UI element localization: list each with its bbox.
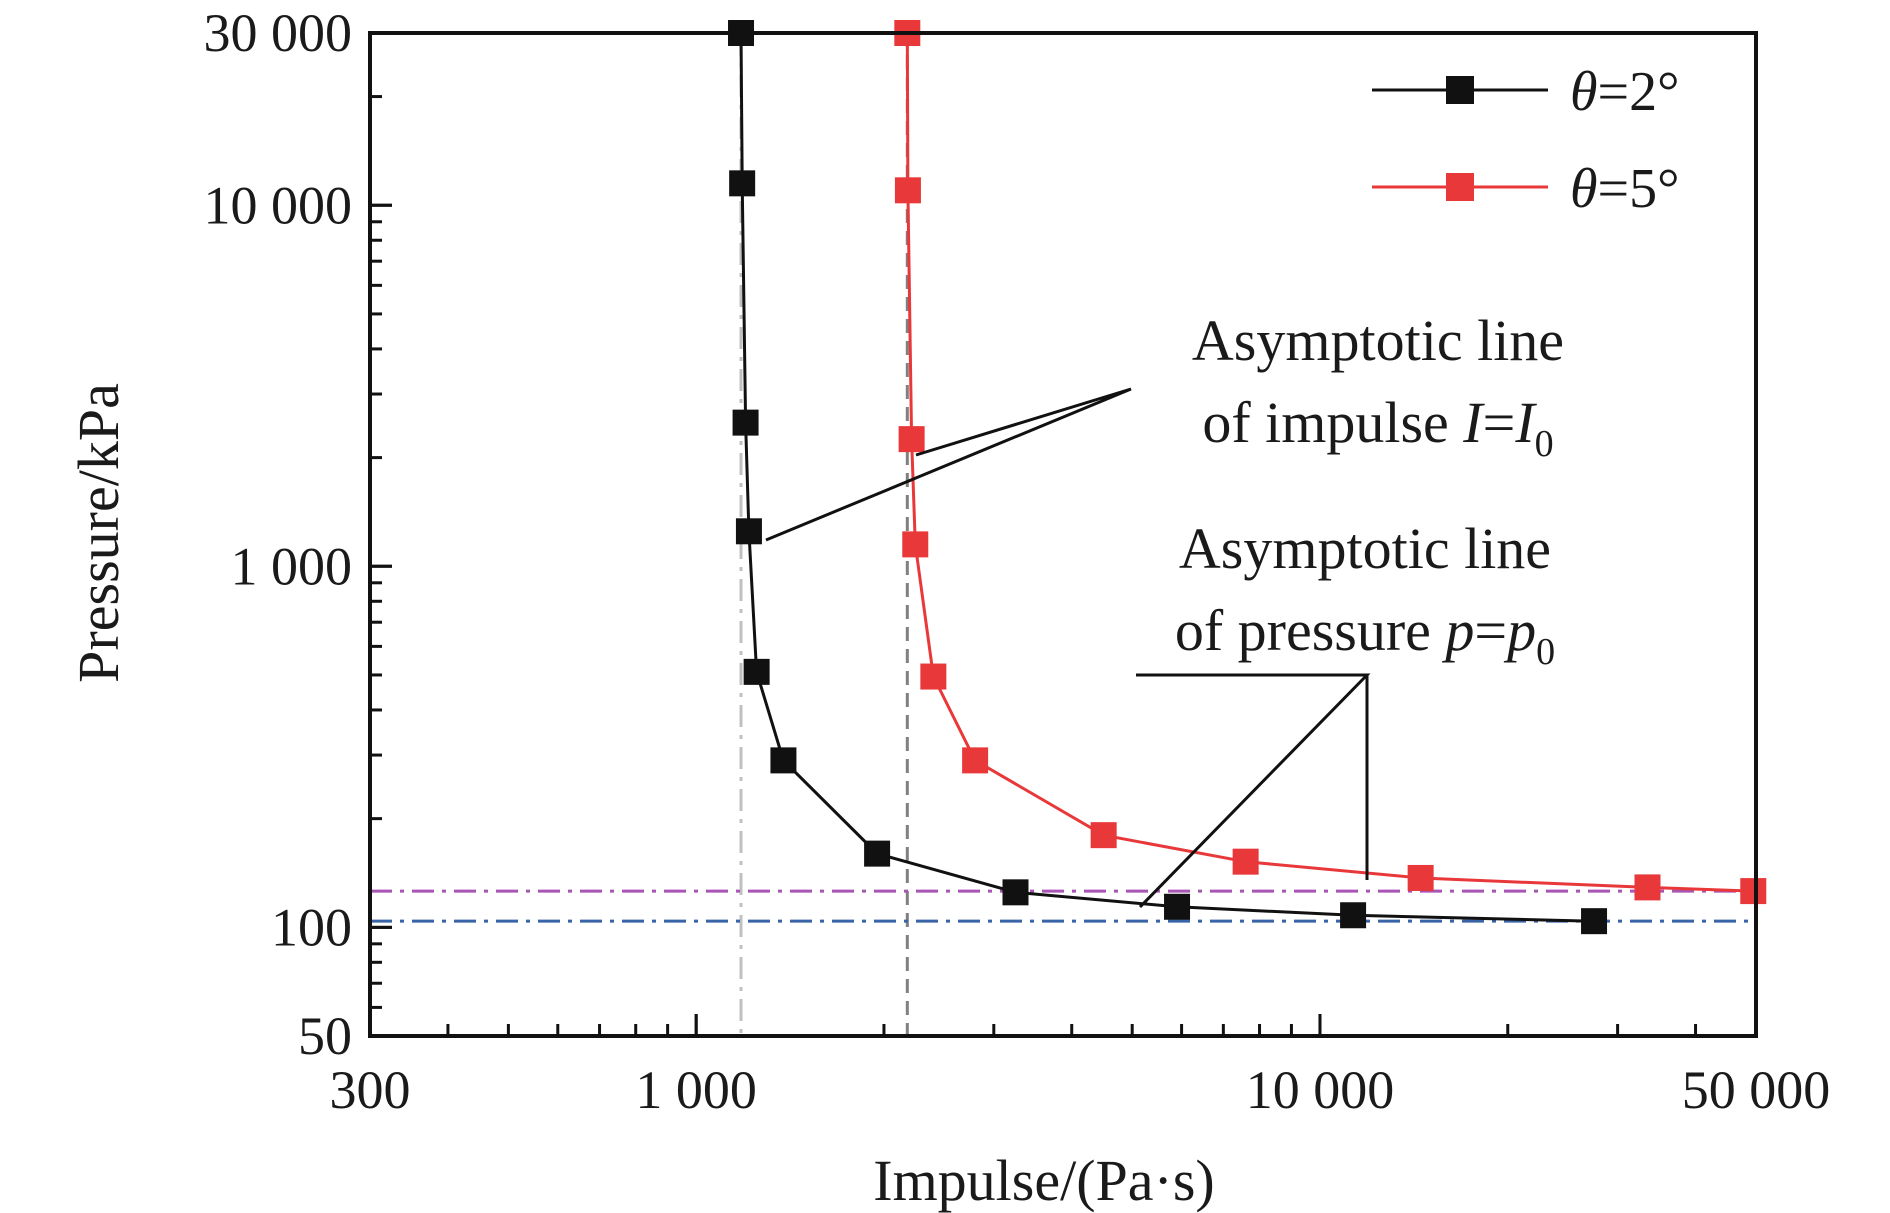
x-axis-title: Impulse/(Pa·s) xyxy=(873,1148,1215,1213)
annotation-pressure-eq: = xyxy=(1474,598,1507,663)
series-0-point-8 xyxy=(1164,893,1191,920)
series-1-point-2 xyxy=(898,426,925,453)
legend-theta-value: =2° xyxy=(1598,61,1680,123)
y-tick-label-2: 1 000 xyxy=(231,536,353,596)
legend: θ=2° θ=5° xyxy=(1372,61,1680,220)
annotation-pressure-line2: of pressure p=p0 xyxy=(1175,598,1555,673)
x-tick-label-0: 300 xyxy=(330,1060,411,1120)
annotation-pressure-var: p xyxy=(1441,598,1474,663)
annotation-impulse-asymptote: Asymptotic line of impulse I=I0 xyxy=(765,308,1564,542)
series-1-point-5 xyxy=(962,747,989,774)
annotation-impulse-line2: of impulse I=I0 xyxy=(1202,390,1553,465)
series-1-point-9 xyxy=(1634,874,1661,901)
plot-frame xyxy=(368,31,1758,1038)
series-1-point-7 xyxy=(1232,848,1259,875)
series-line-0 xyxy=(739,32,1595,923)
x-tick-label-2: 10 000 xyxy=(1246,1060,1395,1120)
annotation-impulse-eq: = xyxy=(1483,390,1516,455)
series-0-point-6 xyxy=(864,840,891,867)
series-0-point-1 xyxy=(729,170,756,197)
series-0-point-4 xyxy=(743,658,770,685)
series-0-point-5 xyxy=(770,747,797,774)
legend-marker-theta-5 xyxy=(1446,173,1474,201)
tick-labels: 300 1 000 10 000 50 000 50 100 1 000 10 000 30 0… xyxy=(204,3,1831,1120)
series-0-point-7 xyxy=(1002,879,1029,906)
series-0-point-9 xyxy=(1340,902,1367,929)
legend-theta-symbol: θ xyxy=(1570,158,1598,220)
series-1-point-3 xyxy=(902,531,929,558)
annotation-pressure-var2: p xyxy=(1503,598,1536,663)
series-1-point-6 xyxy=(1090,822,1117,849)
annotation-pressure-line1: Asymptotic line xyxy=(1179,516,1551,581)
annotation-pressure-prefix: of pressure xyxy=(1175,598,1446,663)
axes xyxy=(368,31,1758,1038)
series-0-point-2 xyxy=(732,409,759,436)
annotation-pressure-asymptote: Asymptotic line of pressure p=p0 xyxy=(1136,516,1555,909)
series-1-point-10 xyxy=(1740,878,1767,905)
y-axis-title: Pressure/kPa xyxy=(66,383,131,683)
series-1-point-4 xyxy=(920,663,947,690)
y-tick-label-4: 30 000 xyxy=(204,3,353,63)
legend-label-theta-2: θ=2° xyxy=(1570,61,1680,123)
legend-label-theta-5: θ=5° xyxy=(1570,158,1680,220)
annotation-impulse-var: I xyxy=(1462,390,1485,455)
y-tick-label-1: 100 xyxy=(271,897,352,957)
legend-marker-theta-2 xyxy=(1446,76,1474,104)
legend-theta-symbol: θ xyxy=(1570,61,1598,123)
annotation-impulse-prefix: of impulse xyxy=(1202,390,1463,455)
series-1-point-8 xyxy=(1407,864,1434,891)
legend-theta-value: =5° xyxy=(1598,158,1680,220)
annotation-impulse-sub: 0 xyxy=(1535,423,1554,465)
annotation-pressure-sub: 0 xyxy=(1536,631,1555,673)
annotation-impulse-var2: I xyxy=(1514,390,1537,455)
annotation-impulse-leader xyxy=(765,387,1132,542)
x-tick-label-3: 50 000 xyxy=(1682,1060,1831,1120)
series-0-point-10 xyxy=(1581,908,1608,935)
y-tick-label-3: 10 000 xyxy=(204,175,353,235)
annotation-impulse-line1: Asymptotic line xyxy=(1192,308,1564,373)
x-tick-label-1: 1 000 xyxy=(635,1060,757,1120)
series-0-point-3 xyxy=(735,518,762,545)
series-1-point-1 xyxy=(894,177,921,204)
y-tick-label-0: 50 xyxy=(298,1006,352,1066)
